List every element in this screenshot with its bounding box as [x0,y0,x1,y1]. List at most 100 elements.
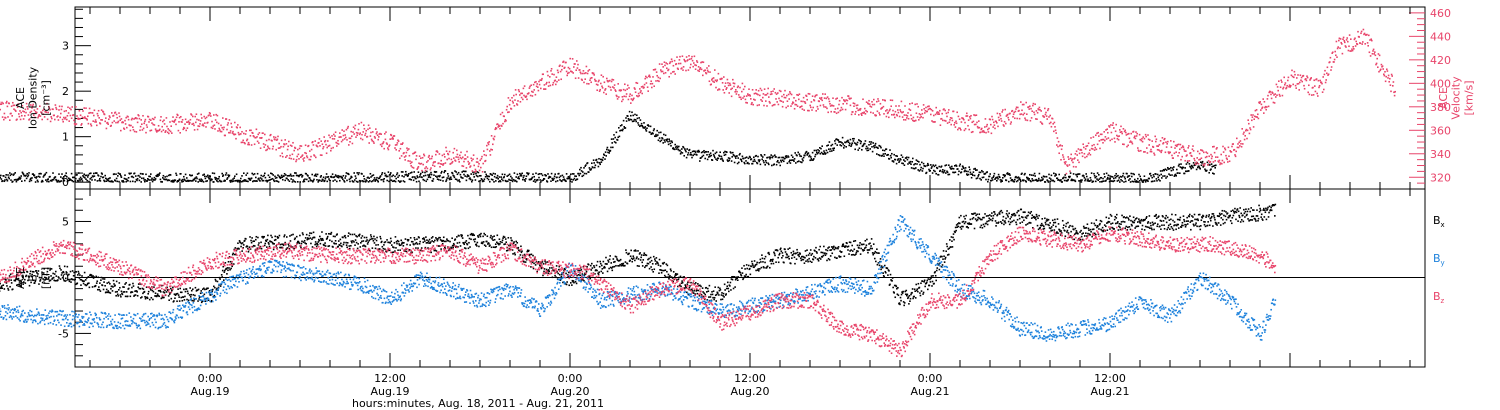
data-point [928,168,930,171]
data-point [477,171,480,174]
velocity-tick-label: 320 [1430,171,1451,184]
data-point [379,176,381,178]
data-point [47,178,49,180]
data-point [909,160,912,163]
data-point [236,179,238,182]
data-point [441,170,443,173]
data-point [382,141,385,143]
data-point [873,103,876,106]
data-point [629,118,631,121]
data-point [343,130,345,133]
data-point [32,173,34,175]
data-point [281,152,283,155]
data-point [446,177,448,179]
data-point [411,161,413,163]
data-point [161,125,163,128]
data-point [133,118,135,120]
data-point [888,158,891,160]
data-point [919,163,921,166]
data-point [614,89,616,91]
data-point [486,144,488,147]
data-point [709,152,712,154]
data-point [736,90,738,93]
data-point [66,180,69,183]
data-point [882,153,885,155]
data-point [334,179,336,181]
data-point [971,173,973,175]
data-point [760,154,762,156]
data-point [852,140,855,142]
data-point [990,179,993,182]
data-point [670,58,673,61]
data-point [487,178,490,181]
data-point [116,180,118,183]
data-point [919,113,922,116]
data-point [538,176,540,179]
data-point [292,179,294,181]
data-point [777,159,779,162]
data-point [380,133,382,135]
data-point [914,103,916,106]
data-point [459,156,462,159]
data-point [267,174,270,177]
data-point [604,158,606,160]
data-point [1063,176,1065,179]
data-point [642,125,644,128]
data-point [37,115,40,117]
data-point [1023,179,1025,181]
data-point [445,146,447,149]
data-point [1162,175,1164,177]
data-point [18,176,21,179]
data-point [676,67,679,70]
data-point [859,107,862,110]
data-point [399,157,401,160]
data-point [1049,180,1051,183]
data-point [71,106,73,108]
data-point [603,153,605,156]
data-point [620,129,622,132]
data-point [925,171,928,174]
data-point [428,154,430,157]
data-point [654,68,657,71]
data-point [29,111,31,114]
data-point [814,153,817,156]
data-point [1157,176,1159,179]
data-point [859,109,861,111]
data-point [622,98,624,101]
data-point [439,174,441,177]
data-point [236,126,238,129]
data-point [277,174,279,177]
data-point [744,162,746,165]
data-point [852,102,855,104]
data-point [1,101,3,104]
data-point [762,159,765,162]
data-point [967,173,970,176]
data-point [259,177,262,179]
data-point [300,173,303,176]
data-point [392,138,394,140]
data-point [213,114,215,116]
data-point [67,106,69,109]
data-point [903,164,906,167]
data-point [758,160,760,163]
data-point [434,171,436,173]
data-point [829,150,831,153]
data-point [76,115,78,117]
data-point [505,108,508,111]
data-point [564,179,566,181]
data-point [119,173,121,175]
data-point [813,149,816,152]
data-point [1085,173,1087,175]
data-point [673,70,675,73]
data-point [307,144,310,147]
data-point [625,120,628,122]
data-point [1131,175,1133,178]
data-point [372,174,375,176]
data-point [237,180,239,183]
data-point [393,179,396,182]
data-point [19,110,21,112]
data-point [201,179,204,182]
data-point [739,96,742,99]
data-point [332,146,334,149]
data-point [45,179,47,181]
